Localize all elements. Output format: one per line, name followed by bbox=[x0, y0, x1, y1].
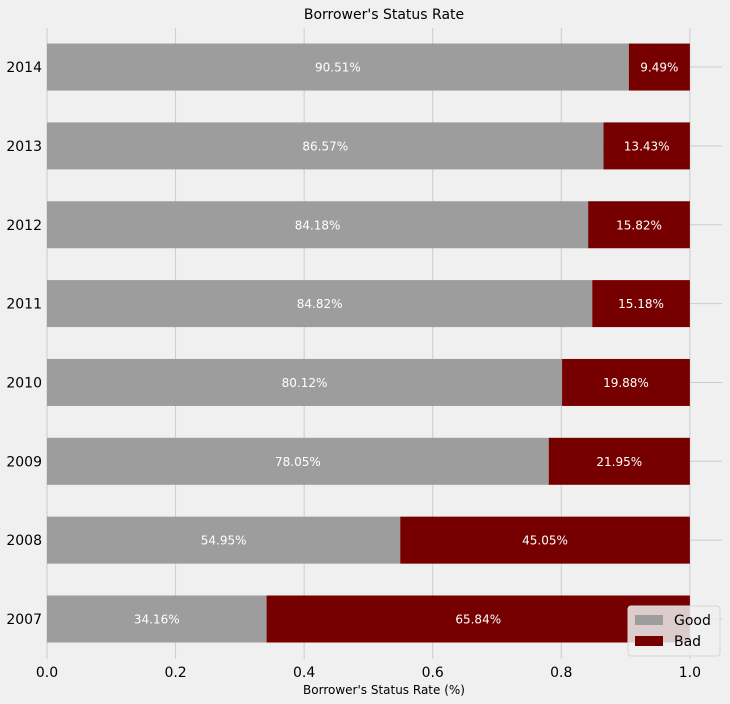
data-label: 80.12% bbox=[282, 376, 328, 390]
y-tick-label: 2011 bbox=[6, 297, 42, 313]
data-label: 13.43% bbox=[624, 139, 670, 153]
data-label: 21.95% bbox=[596, 455, 642, 469]
legend-swatch-bad bbox=[635, 636, 663, 646]
y-tick-label: 2009 bbox=[6, 454, 42, 470]
bar-bad-2011 bbox=[592, 280, 690, 328]
chart-title: Borrower's Status Rate bbox=[304, 7, 464, 23]
data-label: 90.51% bbox=[315, 61, 361, 75]
bar-good-2013 bbox=[47, 122, 604, 170]
data-label: 65.84% bbox=[455, 613, 501, 627]
bar-labels: 34.16% 65.84% 54.95% 45.05% 78.05% 21.95% 80.1… bbox=[134, 61, 678, 627]
bar-good-2009 bbox=[47, 437, 549, 485]
bar-bad-2008 bbox=[400, 516, 690, 564]
data-label: 54.95% bbox=[201, 534, 247, 548]
data-label: 86.57% bbox=[302, 139, 348, 153]
data-label: 84.82% bbox=[297, 297, 343, 311]
y-axis-ticks: 2007 2008 2009 2010 2011 2012 2013 2014 bbox=[6, 60, 42, 628]
y-tick-label: 2013 bbox=[6, 139, 42, 155]
bar-bad-2010 bbox=[562, 358, 690, 406]
y-tick-label: 2010 bbox=[6, 375, 42, 391]
bar-good-2014 bbox=[47, 43, 629, 91]
bar-good-2007 bbox=[47, 595, 267, 643]
data-label: 84.18% bbox=[295, 218, 341, 232]
bar-good-2010 bbox=[47, 358, 563, 406]
legend: Good Bad bbox=[627, 605, 721, 657]
x-tick-label: 0.6 bbox=[422, 665, 444, 681]
data-label: 9.49% bbox=[640, 61, 678, 75]
y-tick-label: 2012 bbox=[6, 218, 42, 234]
data-label: 15.82% bbox=[616, 218, 662, 232]
bars bbox=[47, 43, 690, 643]
legend-swatch-good bbox=[635, 615, 663, 625]
x-tick-label: 0.0 bbox=[36, 665, 58, 681]
bar-bad-2014 bbox=[628, 43, 690, 91]
data-label: 19.88% bbox=[603, 376, 649, 390]
y-tick-label: 2008 bbox=[6, 533, 42, 549]
bar-bad-2013 bbox=[603, 122, 690, 170]
x-axis-ticks: 0.0 0.2 0.4 0.6 0.8 1.0 bbox=[36, 665, 701, 681]
y-tick-label: 2007 bbox=[6, 612, 42, 628]
data-label: 78.05% bbox=[275, 455, 321, 469]
x-tick-label: 0.8 bbox=[550, 665, 572, 681]
bar-good-2011 bbox=[47, 280, 593, 328]
x-tick-label: 1.0 bbox=[679, 665, 701, 681]
bar-bad-2012 bbox=[588, 201, 690, 249]
x-tick-label: 0.2 bbox=[164, 665, 186, 681]
bar-bad-2007 bbox=[266, 595, 690, 643]
bar-bad-2009 bbox=[548, 437, 690, 485]
data-label: 45.05% bbox=[522, 534, 568, 548]
legend-label-good: Good bbox=[674, 613, 711, 629]
data-label: 34.16% bbox=[134, 613, 180, 627]
legend-label-bad: Bad bbox=[674, 634, 701, 650]
bar-good-2008 bbox=[47, 516, 401, 564]
y-tick-label: 2014 bbox=[6, 60, 42, 76]
bar-good-2012 bbox=[47, 201, 589, 249]
data-label: 15.18% bbox=[618, 297, 664, 311]
x-axis-label: Borrower's Status Rate (%) bbox=[303, 683, 465, 697]
x-tick-label: 0.4 bbox=[293, 665, 315, 681]
